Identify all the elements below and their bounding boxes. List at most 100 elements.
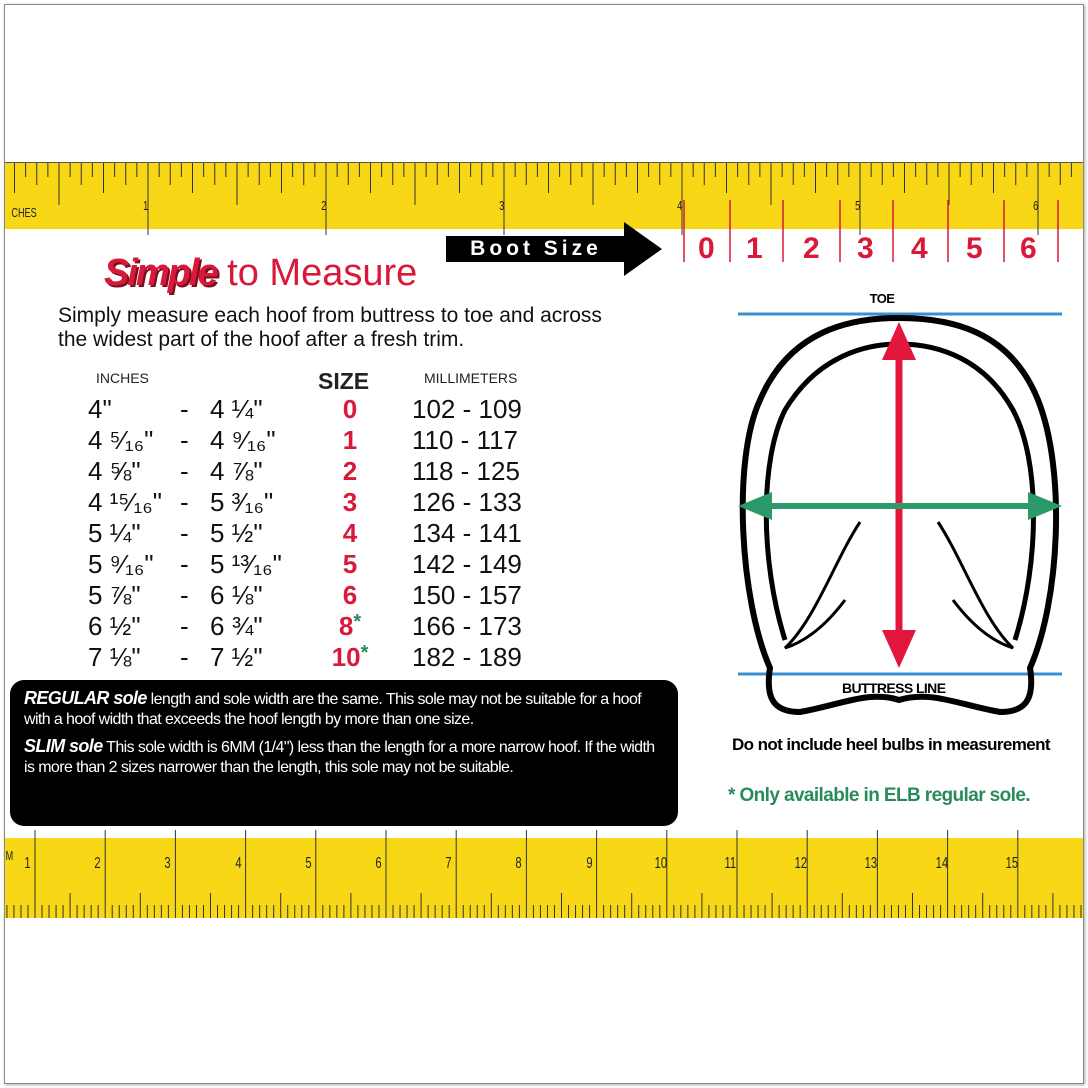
inches-from: 5 ⁹⁄₁₆" bbox=[88, 549, 154, 579]
page-title: Simple to Measure bbox=[104, 252, 417, 295]
size-cell: 2 bbox=[320, 456, 380, 487]
arrow-right-icon bbox=[624, 222, 662, 276]
cm-ruler bbox=[5, 838, 1083, 918]
dash: - bbox=[180, 549, 189, 579]
size-value: 3 bbox=[342, 487, 358, 517]
size-cell: 8* bbox=[320, 611, 380, 642]
size-cell: 4 bbox=[320, 518, 380, 549]
mm-range: 134 - 141 bbox=[412, 518, 522, 548]
inches-to: 6 ¾" bbox=[210, 611, 263, 641]
dash: - bbox=[180, 580, 189, 610]
mm-range: 118 - 125 bbox=[412, 456, 520, 486]
inch-ruler-ticks bbox=[14, 163, 1072, 262]
table-row: 5 ¼" -5 ½" 4 134 - 141 bbox=[0, 518, 700, 549]
table-row: 5 ⅞" -6 ⅛" 6 150 - 157 bbox=[0, 580, 700, 611]
star-mark: * bbox=[353, 611, 362, 633]
inches-to: 4 ⅞" bbox=[210, 456, 263, 486]
mm-range: 182 - 189 bbox=[412, 642, 522, 672]
mm-range: 102 - 109 bbox=[412, 394, 522, 424]
inch-number: 4 bbox=[677, 198, 683, 213]
dash: - bbox=[180, 456, 189, 486]
boot-size-number: 5 bbox=[966, 232, 983, 265]
title-rest: to Measure bbox=[216, 252, 418, 294]
inches-to: 6 ⅛" bbox=[210, 580, 263, 610]
boot-size-label: Boot Size bbox=[446, 236, 626, 262]
inches-from: 6 ½" bbox=[88, 611, 141, 641]
cm-number: 2 bbox=[94, 855, 101, 872]
inch-number: 3 bbox=[499, 198, 505, 213]
cm-number: 12 bbox=[794, 855, 808, 872]
inches-from: 4 ⅝" bbox=[88, 456, 141, 486]
table-row: 4 ¹⁵⁄₁₆" -5 ³⁄₁₆" 3 126 - 133 bbox=[0, 487, 700, 518]
inches-to: 5 ³⁄₁₆" bbox=[210, 487, 274, 517]
regular-text: length and sole width are the same. This… bbox=[24, 691, 642, 728]
cm-number: 4 bbox=[234, 855, 242, 872]
cm-number: 7 bbox=[445, 855, 452, 872]
table-row: 5 ⁹⁄₁₆" -5 ¹³⁄₁₆" 5 142 - 149 bbox=[0, 549, 700, 580]
boot-size-number: 6 bbox=[1020, 232, 1037, 265]
size-value: 0 bbox=[342, 394, 358, 424]
inches-from: 4 ⁵⁄₁₆" bbox=[88, 425, 154, 455]
toe-label: TOE bbox=[869, 291, 895, 306]
mm-range: 126 - 133 bbox=[412, 487, 522, 517]
elb-note: * Only available in ELB regular sole. bbox=[728, 785, 1031, 806]
boot-size-number: 0 bbox=[698, 232, 715, 265]
inches-to: 5 ½" bbox=[210, 518, 263, 548]
frog-left bbox=[783, 521, 862, 650]
size-value: 1 bbox=[342, 425, 358, 455]
size-cell: 10* bbox=[320, 642, 380, 673]
heel-note: Do not include heel bulbs in measurement bbox=[732, 735, 1051, 754]
table-row: 4 ⁵⁄₁₆" -4 ⁹⁄₁₆" 1 110 - 117 bbox=[0, 425, 700, 456]
size-value: 6 bbox=[342, 580, 358, 610]
cm-number: 5 bbox=[305, 855, 312, 872]
arrow-left-icon bbox=[738, 492, 772, 520]
cm-number: 6 bbox=[375, 855, 382, 872]
header-mm: MILLIMETERS bbox=[424, 370, 518, 386]
boot-size-number: 1 bbox=[746, 232, 763, 265]
size-cell: 3 bbox=[320, 487, 380, 518]
intro-text: Simply measure each hoof from buttress t… bbox=[58, 304, 602, 351]
size-value: 10 bbox=[331, 642, 361, 672]
dash: - bbox=[180, 642, 189, 672]
inches-from: 5 ⅞" bbox=[88, 580, 141, 610]
arrow-down-icon bbox=[882, 630, 916, 668]
size-cell: 1 bbox=[320, 425, 380, 456]
slim-text: This sole width is 6MM (1/4") less than … bbox=[24, 739, 655, 776]
table-row: 6 ½" -6 ¾" 8* 166 - 173 bbox=[0, 611, 700, 642]
size-cell: 0 bbox=[320, 394, 380, 425]
inches-from: 4 ¹⁵⁄₁₆" bbox=[88, 487, 162, 517]
table-row: 4" -4 ¼" 0 102 - 109 bbox=[0, 394, 700, 425]
inches-to: 4 ¼" bbox=[210, 394, 263, 424]
arrow-up-icon bbox=[882, 322, 916, 360]
boot-size-number: 2 bbox=[803, 232, 820, 265]
slim-key: SLIM sole bbox=[24, 736, 103, 756]
dash: - bbox=[180, 611, 189, 641]
mm-range: 142 - 149 bbox=[412, 549, 522, 579]
size-cell: 5 bbox=[320, 549, 380, 580]
unit-label: M bbox=[5, 848, 14, 863]
cm-number: 9 bbox=[585, 855, 593, 872]
mm-range: 110 - 117 bbox=[412, 425, 519, 455]
cm-number: 8 bbox=[515, 855, 522, 872]
hoof-diagram bbox=[738, 312, 1062, 716]
mm-range: 166 - 173 bbox=[412, 611, 522, 641]
size-value: 5 bbox=[342, 549, 358, 579]
size-value: 8 bbox=[338, 611, 354, 641]
cm-number: 14 bbox=[935, 855, 948, 872]
inch-number: 6 bbox=[1033, 198, 1039, 213]
inches-from: 4" bbox=[88, 394, 112, 424]
buttress-label: BUTTRESS LINE bbox=[842, 680, 946, 696]
dash: - bbox=[180, 518, 189, 548]
inch-number: 1 bbox=[143, 198, 149, 213]
arrow-right-icon bbox=[1028, 492, 1062, 520]
mm-range: 150 - 157 bbox=[412, 580, 522, 610]
boot-size-number: 4 bbox=[911, 232, 928, 265]
sole-info-box: REGULAR sole length and sole width are t… bbox=[10, 680, 678, 826]
inches-to: 5 ¹³⁄₁₆" bbox=[210, 549, 282, 579]
inch-number: 5 bbox=[855, 198, 861, 213]
inches-to: 7 ½" bbox=[210, 642, 263, 672]
unit-label: CHES bbox=[11, 205, 37, 220]
cm-number: 13 bbox=[865, 855, 878, 872]
inches-to: 4 ⁹⁄₁₆" bbox=[210, 425, 276, 455]
